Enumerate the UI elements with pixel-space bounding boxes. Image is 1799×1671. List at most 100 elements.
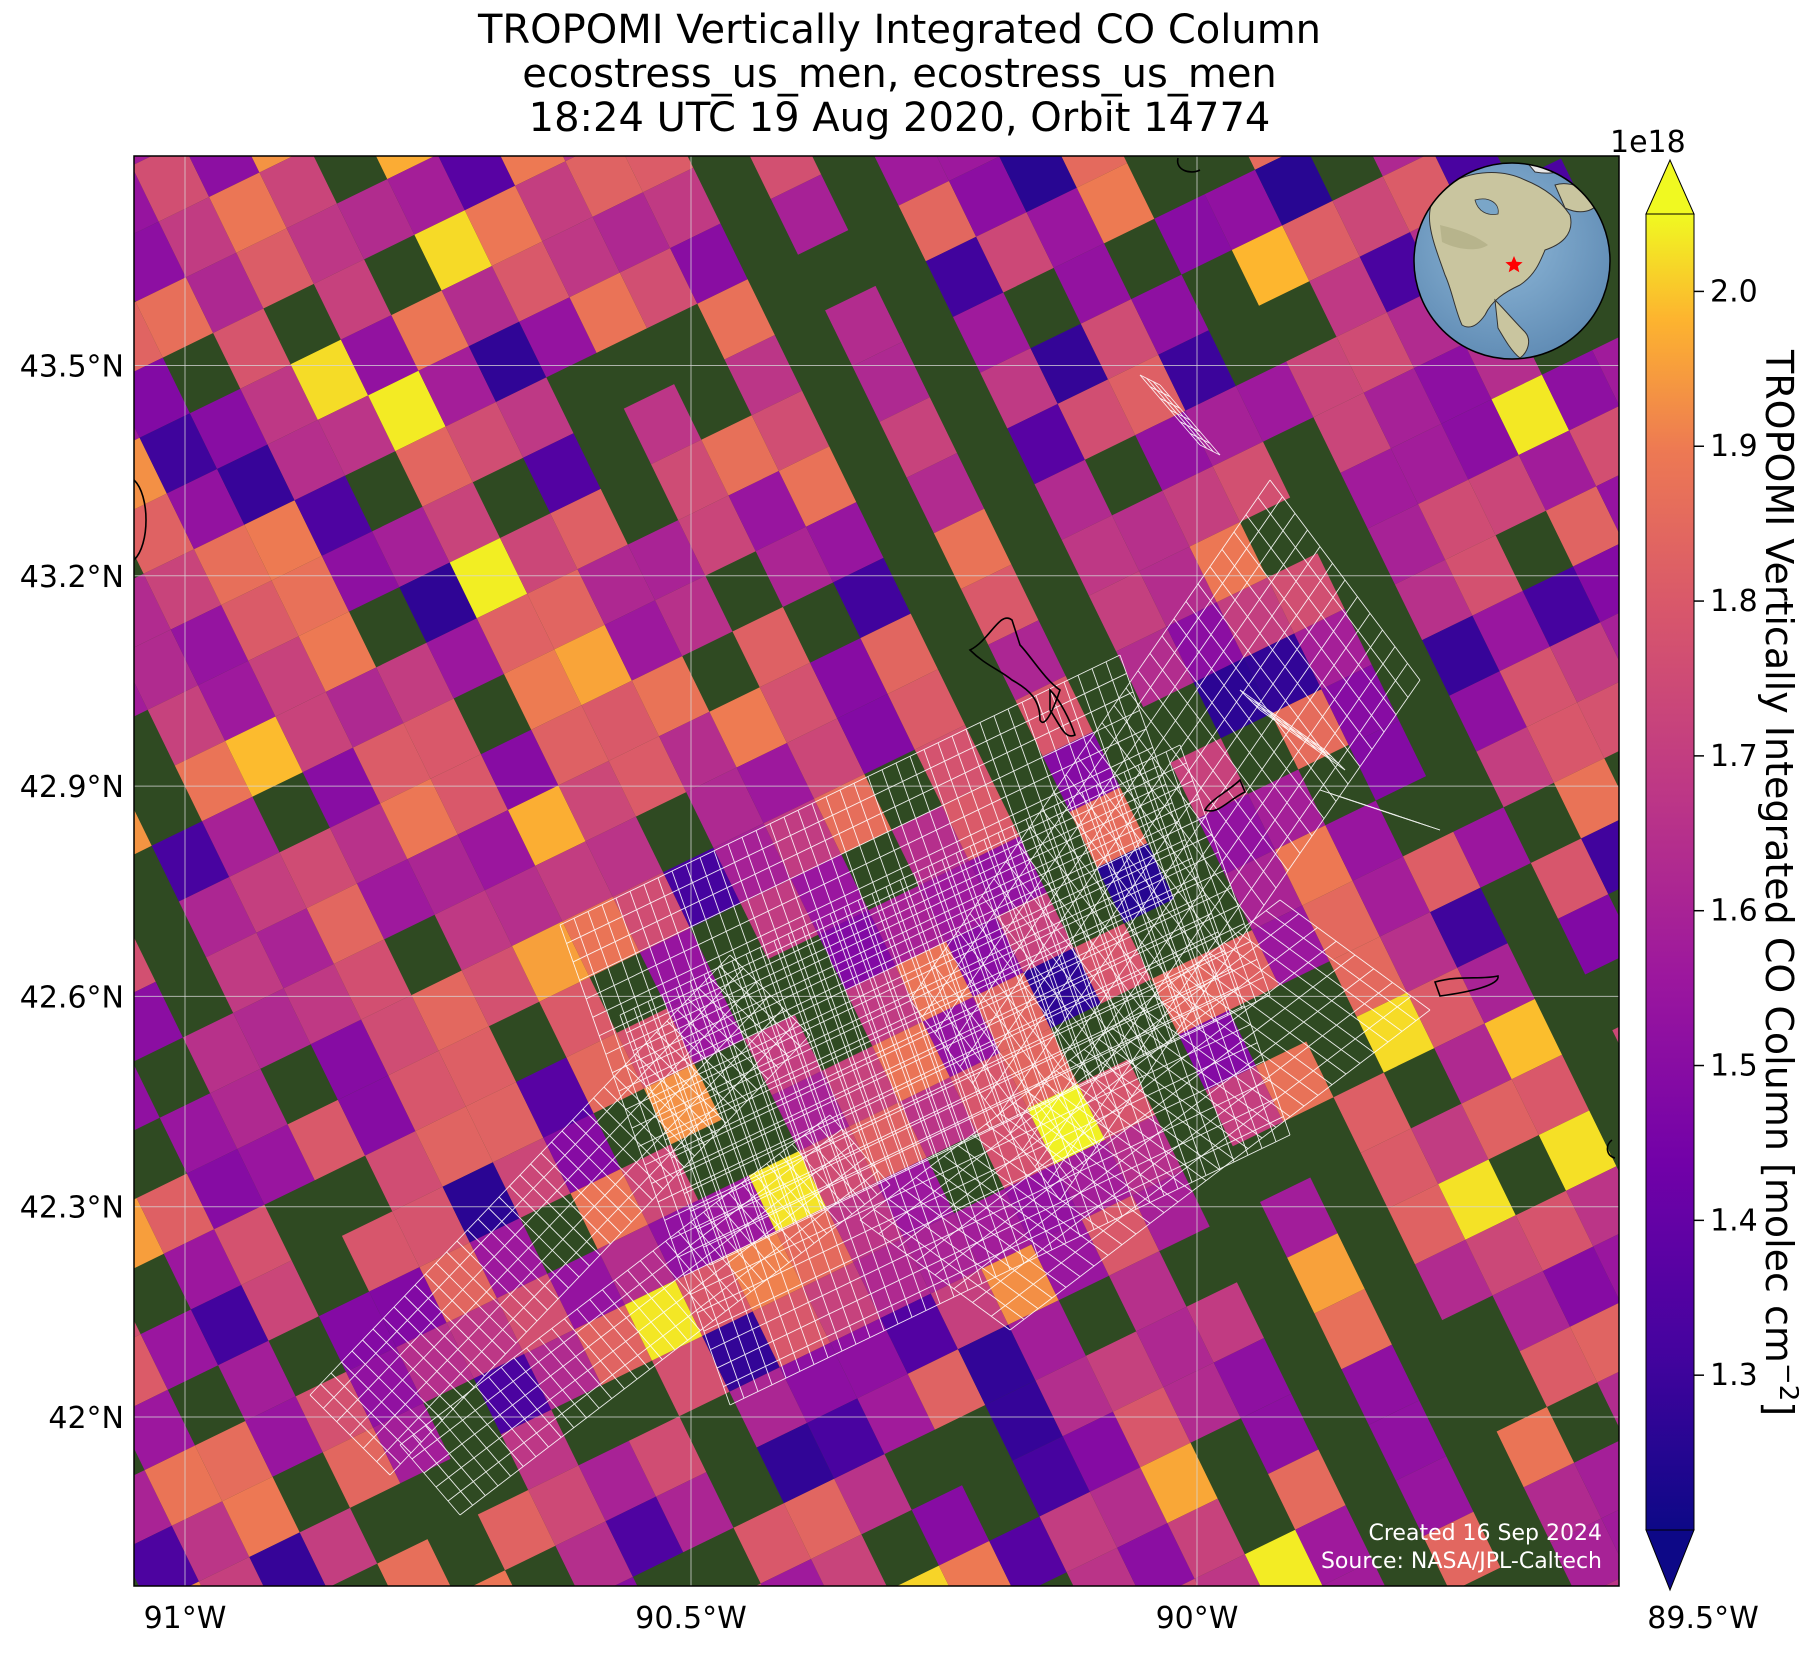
co-pixel (1030, 323, 1108, 404)
co-pixel (1193, 658, 1272, 739)
colorbar-extend-min (1645, 1529, 1695, 1592)
co-pixel (313, 259, 392, 340)
co-pixel (387, 156, 465, 235)
co-pixel (1577, 682, 1619, 759)
co-pixel (189, 156, 260, 197)
co-pixel (838, 1590, 916, 1670)
co-pixel (543, 1113, 621, 1194)
co-pixel (477, 1490, 556, 1571)
co-pixel (1550, 1518, 1619, 1586)
co-pixel (283, 68, 361, 148)
co-pixel (1457, 943, 1535, 1024)
co-pixel (134, 681, 148, 717)
co-pixel (473, 1354, 552, 1435)
co-pixel (1235, 361, 1314, 442)
co-pixel (1453, 807, 1531, 888)
co-pixel (619, 248, 698, 329)
co-pixel (176, 1637, 254, 1671)
co-pixel (985, 1380, 1063, 1461)
co-pixel (1186, 1282, 1264, 1363)
co-pixel (988, 620, 1066, 701)
co-pixel-layer (8, 37, 1619, 1671)
co-pixel (1496, 1407, 1575, 1488)
co-pixel (981, 1244, 1059, 1325)
co-pixel (1089, 1467, 1168, 1548)
co-pixel (1322, 1560, 1385, 1586)
map-panel: Created 16 Sep 2024 Source: NASA/JPL-Cal… (8, 37, 1620, 1671)
co-pixel (1054, 1139, 1133, 1220)
co-pixel (1549, 622, 1619, 703)
co-pixel (251, 156, 294, 173)
co-pixel (134, 1470, 172, 1545)
co-pixel (222, 1476, 300, 1557)
co-pixel (51, 870, 129, 950)
co-pixel (205, 37, 283, 117)
co-pixel (879, 397, 957, 478)
footprint-swath (399, 1114, 891, 1516)
co-pixel (248, 636, 326, 717)
colorbar-tick-label: 1.5 (1710, 1049, 1758, 1084)
co-pixel (751, 390, 830, 471)
co-pixel (1449, 671, 1527, 752)
co-pixel (1461, 1079, 1539, 1160)
co-pixel (1406, 72, 1484, 152)
co-pixel (134, 357, 190, 438)
co-pixel (1204, 169, 1283, 250)
co-pixel (1085, 1331, 1164, 1412)
lat-tick-labels: 43.5°N 43.2°N 42.9°N 42.6°N 42.3°N 42°N (20, 350, 124, 1437)
co-pixel (482, 1626, 560, 1671)
co-pixel (430, 754, 508, 835)
credit-created: Created 16 Sep 2024 (1369, 1521, 1603, 1546)
colorbar-tick-label: 1.7 (1710, 739, 1758, 774)
co-pixel (414, 210, 492, 291)
colorbar-multiplier: 1e18 (1610, 125, 1686, 160)
footprint-swath (859, 899, 1431, 1331)
co-pixel (457, 810, 536, 891)
co-pixel (480, 729, 559, 810)
co-pixel (1390, 423, 1469, 505)
co-pixel (1476, 727, 1554, 808)
co-pixel (170, 605, 249, 686)
co-pixel (1278, 65, 1356, 145)
co-pixel (756, 1423, 835, 1504)
co-pixel (778, 446, 857, 527)
colorbar-tick-label: 1.4 (1710, 1203, 1758, 1238)
co-pixel (134, 156, 152, 165)
co-pixel (1423, 1511, 1501, 1586)
co-pixel (287, 1099, 366, 1181)
co-pixel (1008, 1300, 1086, 1381)
co-pixel (763, 798, 842, 879)
co-pixel (729, 1367, 807, 1448)
co-pixel (283, 963, 362, 1045)
co-pixel (558, 760, 636, 842)
colorbar-extend-max (1645, 158, 1695, 215)
co-pixel (627, 520, 706, 601)
co-pixel (496, 377, 574, 458)
co-pixel (539, 977, 617, 1058)
co-pixel (464, 185, 543, 266)
co-pixel (966, 1597, 1044, 1671)
co-pixel (249, 1532, 326, 1586)
co-pixel (403, 698, 481, 779)
co-pixel (585, 816, 664, 897)
co-pixel (365, 1131, 443, 1212)
co-pixel (279, 827, 357, 909)
footprint-swath (559, 654, 1291, 1406)
co-pixel (1132, 1170, 1210, 1252)
co-pixel (1522, 566, 1601, 647)
co-pixel (1434, 1023, 1512, 1104)
co-pixel (39, 462, 117, 542)
footprint-swath (909, 479, 1421, 1201)
co-pixel (625, 156, 694, 193)
co-pixel (380, 778, 458, 860)
co-pixel (134, 301, 163, 372)
co-pixel (134, 573, 171, 648)
co-pixel (941, 780, 1020, 861)
co-pixel (844, 70, 922, 150)
co-pixel (1112, 490, 1190, 572)
co-pixel (659, 711, 737, 793)
lon-tick-label: 89.5°W (1647, 1601, 1758, 1636)
co-pixel (178, 877, 257, 958)
co-pixel (8, 271, 86, 351)
co-pixel (527, 569, 605, 650)
